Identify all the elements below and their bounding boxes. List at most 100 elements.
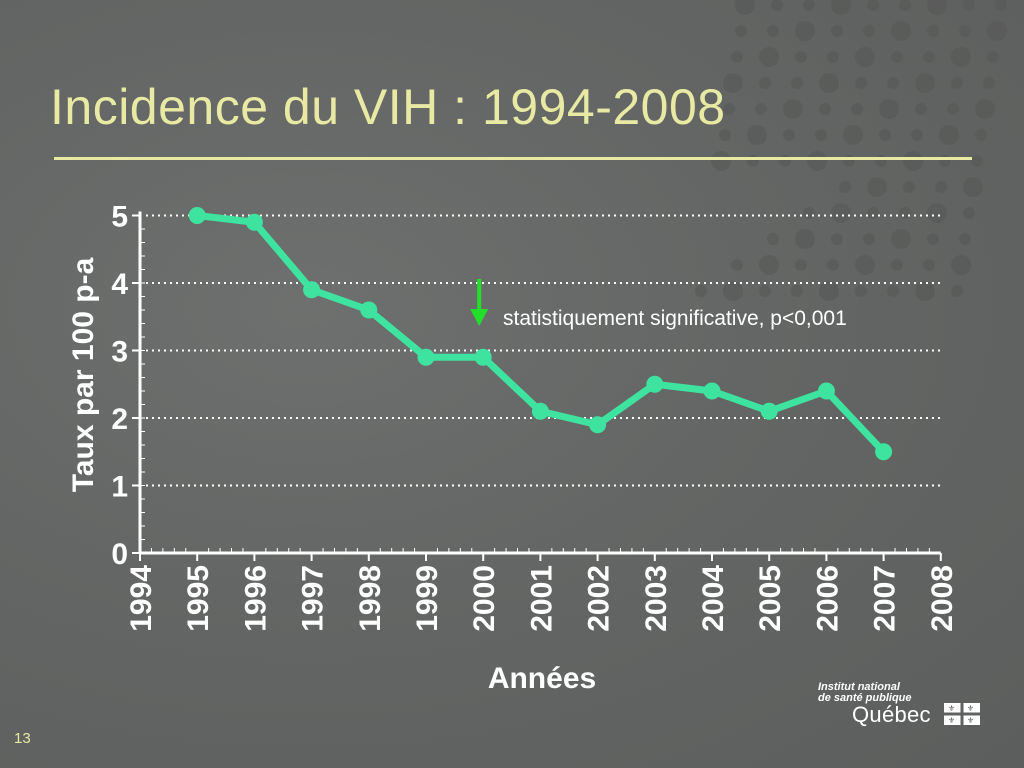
decorative-dot — [759, 285, 771, 297]
decorative-dot — [831, 25, 843, 37]
annotation-arrow-icon — [470, 309, 489, 326]
data-point — [474, 348, 492, 366]
quebec-flag-icon: ⚜ ⚜ ⚜ ⚜ — [944, 703, 980, 725]
decorative-dot — [695, 285, 707, 297]
decorative-dot — [915, 73, 935, 93]
decorative-dot — [891, 51, 903, 63]
decorative-dot — [995, 0, 1007, 11]
chart-ticks: 0 1 2 3 4 5 1994 1995 1996 1997 1998 1999 2000 2001 20… — [111, 201, 958, 632]
x-tick-label: 1998 — [354, 565, 387, 632]
data-point — [531, 402, 549, 420]
decorative-dot — [795, 259, 807, 271]
chart-axes — [138, 211, 941, 555]
chart-annotation: statistiquement significative, p<0,001 — [470, 279, 847, 330]
decorative-dot — [711, 151, 731, 171]
decorative-dot — [959, 25, 971, 37]
decorative-dot — [939, 125, 959, 145]
x-tick-label: 2008 — [926, 565, 959, 632]
decorative-dot — [935, 181, 947, 193]
decorative-dot — [903, 181, 915, 193]
decorative-dot — [891, 21, 911, 41]
slide-number: 13 — [14, 730, 31, 747]
decorative-dot — [923, 259, 935, 271]
data-point — [417, 348, 435, 366]
line-chart: 0 1 2 3 4 5 1994 1995 1996 1997 1998 1999 2000 2001 20… — [67, 201, 958, 632]
decorative-dot — [831, 233, 843, 245]
data-point — [245, 213, 263, 231]
y-tick-label: 2 — [111, 403, 128, 436]
decorative-dot — [951, 285, 963, 297]
decorative-dot — [795, 229, 815, 249]
data-point — [817, 382, 835, 400]
decorative-dot — [927, 0, 947, 15]
decorative-dot — [963, 207, 975, 219]
decorative-dot — [927, 233, 939, 245]
decorative-dot — [879, 99, 899, 119]
logo-line-2: de santé publique — [818, 692, 912, 704]
decorative-dot — [843, 125, 863, 145]
decorative-dot — [735, 25, 747, 37]
decorative-dot — [723, 73, 743, 93]
logo-quebec: Québec — [852, 702, 931, 727]
decorative-dot — [983, 77, 995, 89]
decorative-dot — [855, 77, 867, 89]
decorative-dot — [959, 233, 971, 245]
decorative-dot — [899, 0, 911, 11]
y-tick-label: 4 — [111, 268, 128, 301]
y-axis-label: Taux par 100 p-a — [67, 257, 100, 492]
decorative-dot — [719, 129, 731, 141]
decorative-dot — [975, 129, 987, 141]
svg-text:⚜: ⚜ — [948, 704, 955, 713]
svg-text:⚜: ⚜ — [948, 716, 955, 725]
x-tick-label: 1999 — [411, 565, 444, 632]
decorative-dot — [759, 77, 771, 89]
decorative-dot — [831, 203, 851, 223]
x-tick-label: 1996 — [239, 565, 272, 632]
x-tick-label: 1995 — [182, 565, 215, 632]
decorative-dot — [887, 77, 899, 89]
decorative-dot — [867, 207, 879, 219]
decorative-dot — [723, 103, 735, 115]
decorative-dot — [731, 259, 743, 271]
slide-title: Incidence du VIH : 1994-2008 — [50, 79, 726, 135]
decorative-dot — [803, 0, 815, 11]
decorative-dot — [855, 285, 867, 297]
decorative-dot — [903, 151, 923, 171]
x-tick-label: 2005 — [754, 565, 787, 632]
decorative-dot — [887, 285, 899, 297]
decorative-dot — [987, 21, 1007, 41]
decorative-dot — [819, 103, 831, 115]
decorative-dot — [951, 47, 971, 67]
decorative-dot — [975, 99, 995, 119]
title-underline — [54, 157, 972, 160]
x-tick-label: 2001 — [525, 565, 558, 632]
decorative-dot — [827, 51, 839, 63]
annotation-text: statistiquement significative, p<0,001 — [503, 307, 847, 330]
decorative-dot — [891, 229, 911, 249]
data-point — [188, 207, 206, 224]
decorative-dot — [971, 155, 983, 167]
data-point — [589, 416, 607, 434]
y-tick-label: 5 — [111, 201, 128, 234]
decorative-dot — [915, 281, 935, 301]
decorative-dot — [911, 129, 923, 141]
decorative-dot — [927, 25, 939, 37]
decorative-dot — [819, 73, 839, 93]
decorative-dot — [863, 25, 875, 37]
decorative-dot — [851, 103, 863, 115]
decorative-dot — [891, 259, 903, 271]
decorative-dot — [747, 125, 767, 145]
decorative-dot — [767, 25, 779, 37]
chart-series — [188, 207, 893, 461]
decorative-dot — [735, 0, 755, 15]
data-point — [875, 443, 893, 461]
svg-text:⚜: ⚜ — [967, 704, 974, 713]
x-tick-label: 2000 — [468, 565, 501, 632]
data-point — [646, 375, 664, 393]
x-tick-label: 2004 — [697, 565, 730, 632]
decorative-dot — [951, 255, 971, 275]
decorative-dot — [839, 181, 851, 193]
decorative-dot — [951, 77, 963, 89]
data-point — [760, 402, 778, 420]
